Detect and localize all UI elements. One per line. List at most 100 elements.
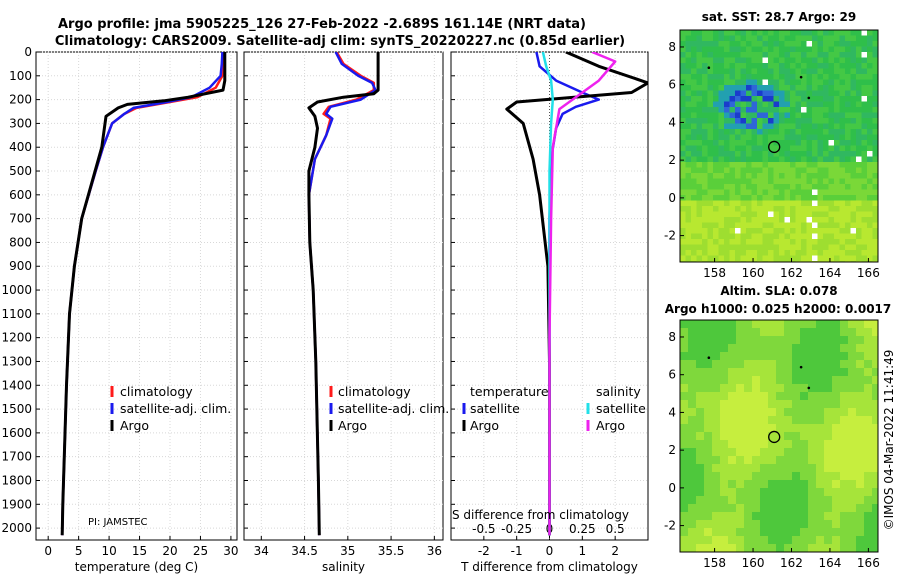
map-cell xyxy=(872,162,879,168)
map-cell xyxy=(680,536,689,545)
map-cell xyxy=(812,96,818,102)
map-cell xyxy=(806,244,813,251)
map-cell xyxy=(790,228,796,234)
map-cell xyxy=(840,448,849,457)
map-cell xyxy=(744,520,753,529)
map-cell xyxy=(680,544,689,553)
map-cell xyxy=(839,134,846,141)
map-cell xyxy=(740,162,747,168)
map-cell xyxy=(861,90,868,97)
map-cell xyxy=(768,448,777,457)
map-cell xyxy=(696,52,703,58)
map-cell xyxy=(779,96,785,102)
map-cell xyxy=(856,520,865,529)
map-cell xyxy=(713,233,719,240)
map-cell xyxy=(856,250,862,256)
map-cell xyxy=(832,376,841,385)
map-cell xyxy=(724,250,730,256)
map-cell xyxy=(736,472,745,481)
map-cell xyxy=(735,46,741,53)
map-cell xyxy=(823,52,829,58)
map-cell xyxy=(792,336,801,345)
map-cell xyxy=(707,189,714,196)
map-cell xyxy=(790,46,796,53)
map-cell xyxy=(746,222,752,229)
map-cell xyxy=(702,217,708,223)
map-cell xyxy=(724,206,730,212)
map-cell xyxy=(718,217,725,223)
map-cell xyxy=(740,206,747,212)
map-cell xyxy=(850,134,857,141)
map-cell xyxy=(872,79,879,86)
map-cell xyxy=(752,336,761,345)
map-cell xyxy=(795,90,802,97)
map-cell xyxy=(856,90,862,97)
map-cell xyxy=(839,162,846,168)
map-cell xyxy=(790,189,796,196)
map-cell xyxy=(779,162,785,168)
depth-tick-label: 700 xyxy=(9,212,32,226)
map-cell xyxy=(808,400,817,409)
map-cell xyxy=(685,68,692,75)
map-cell xyxy=(828,112,835,119)
map-cell xyxy=(768,151,774,157)
map-cell xyxy=(832,440,841,449)
map-cell xyxy=(867,156,873,163)
map-cell xyxy=(728,488,737,497)
map-cell xyxy=(751,123,758,130)
map-cell xyxy=(779,217,785,223)
map-cell xyxy=(856,200,862,207)
map-cell xyxy=(729,63,736,69)
map-cell xyxy=(707,52,714,58)
map-cell xyxy=(729,134,736,141)
map-cell xyxy=(702,52,708,58)
map-cell xyxy=(680,90,686,97)
map-cell xyxy=(720,384,729,393)
map-cell xyxy=(702,46,708,53)
map-cell xyxy=(696,123,703,130)
map-cell xyxy=(685,239,692,245)
map-cell xyxy=(735,173,741,179)
island-marker xyxy=(807,96,811,100)
map-cell xyxy=(864,448,873,457)
map-cell xyxy=(735,167,741,174)
map-cell xyxy=(823,63,829,69)
map-cell xyxy=(740,239,747,245)
map-cell xyxy=(713,118,719,124)
map-cell xyxy=(724,74,730,80)
map-cell xyxy=(746,206,752,212)
map-cell xyxy=(776,376,785,385)
map-cell xyxy=(773,200,780,207)
map-cell xyxy=(806,30,813,36)
map-cell xyxy=(713,30,719,36)
map-cell xyxy=(834,217,840,223)
map-cell xyxy=(685,156,692,163)
map-cell xyxy=(760,320,769,329)
map-cell xyxy=(845,96,851,102)
imos-timestamp: ©IMOS 04-Mar-2022 11:41:49 xyxy=(882,350,896,531)
map-cell xyxy=(784,456,793,465)
map-cell xyxy=(736,544,745,553)
map-cell xyxy=(685,123,692,130)
map-cell xyxy=(713,255,719,262)
map-cell xyxy=(817,217,824,223)
map-cell xyxy=(696,336,705,345)
map-cell xyxy=(757,46,763,53)
map-cell xyxy=(784,217,791,223)
map-cell xyxy=(746,145,752,152)
map-cell xyxy=(800,472,809,481)
map-cell xyxy=(845,35,851,42)
map-cell xyxy=(808,352,817,361)
map-cell xyxy=(856,156,862,163)
map-cell xyxy=(840,440,849,449)
map-cell xyxy=(720,416,729,425)
map-cell xyxy=(856,96,862,102)
map-cell xyxy=(834,57,840,64)
map-cell xyxy=(834,30,840,36)
map-cell xyxy=(817,244,824,251)
map-cell xyxy=(728,368,737,377)
map-cell xyxy=(680,30,686,36)
map-cell xyxy=(707,63,714,69)
map-cell xyxy=(696,189,703,196)
